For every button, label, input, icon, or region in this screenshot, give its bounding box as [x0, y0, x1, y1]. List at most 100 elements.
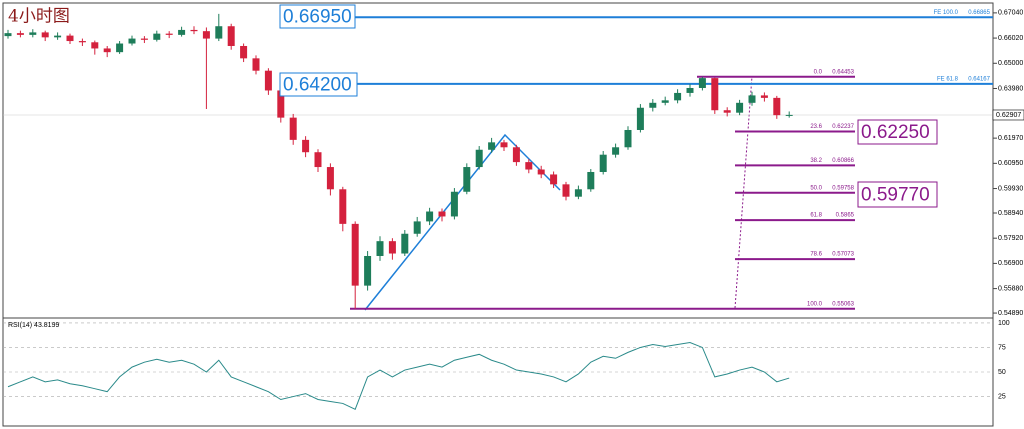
candle-body [227, 26, 235, 46]
fib-ratio: 23.6 [810, 124, 822, 130]
annotation: 0.59770 [861, 185, 930, 206]
fib-ratio: 38.2 [810, 158, 822, 164]
candle-body [562, 184, 570, 197]
y-tick-label: 0.55880 [998, 285, 1023, 292]
candle-body [351, 223, 359, 286]
candle-body [574, 189, 582, 197]
y-tick-label: 100 [998, 320, 1010, 327]
candle-body [277, 90, 285, 118]
candle-body [649, 102, 657, 108]
fib-ratio: 78.6 [810, 252, 822, 258]
fib-value: 0.5865 [836, 213, 855, 219]
y-tick-label: 0.54890 [998, 310, 1023, 317]
candle-body [289, 117, 297, 140]
candle-body [686, 87, 694, 93]
y-tick-label: 0.56900 [998, 260, 1023, 267]
candle-body [413, 221, 421, 234]
candle-body [29, 32, 37, 35]
y-tick-label: 75 [998, 344, 1006, 351]
candle-body [302, 139, 310, 153]
fib-value: 0.59758 [832, 185, 854, 191]
y-tick-label: 50 [998, 369, 1006, 376]
candle-body [426, 211, 434, 222]
fib-value: 0.57073 [832, 252, 854, 258]
annotation-box [857, 181, 938, 208]
annotation: 0.66950 [283, 7, 352, 28]
candle-body [103, 48, 111, 53]
y-tick-label: 0.63980 [998, 85, 1023, 92]
candle-body [78, 41, 86, 43]
candle-body [4, 33, 12, 37]
candle-body [326, 167, 334, 190]
candle-body [736, 102, 744, 113]
candle-body [550, 174, 558, 185]
annotation-box [279, 4, 356, 29]
fe-ratio: FE 100.0 [934, 10, 959, 16]
candle-body [463, 167, 471, 192]
annotation: 0.62250 [861, 122, 930, 143]
current-price-box [992, 109, 1024, 121]
candle-body [674, 92, 682, 101]
fe-value: 0.66865 [968, 10, 990, 16]
candle-body [475, 149, 483, 168]
fib-value: 0.64453 [832, 69, 854, 75]
candle-body [140, 38, 148, 40]
chart-title: 4小时图 [8, 7, 70, 27]
rsi-line [7, 342, 790, 410]
candle-body [91, 42, 99, 49]
candle-body [587, 171, 595, 190]
y-tick-label: 0.58940 [998, 210, 1023, 217]
fib-value: 0.60866 [832, 158, 854, 164]
candle-body [537, 169, 545, 175]
candle-body [698, 78, 706, 88]
candle-body [785, 114, 793, 116]
candle-body [748, 95, 756, 103]
candle-body [41, 32, 49, 38]
candle-body [438, 211, 446, 217]
y-tick-label: 0.65000 [998, 60, 1023, 67]
fib-ratio: 50.0 [810, 185, 822, 191]
candle-body [500, 142, 508, 148]
candle-body [16, 33, 24, 35]
candle-body [264, 70, 272, 91]
candle-body [314, 152, 322, 168]
y-tick-label: 0.66020 [998, 35, 1023, 42]
candle-body [202, 31, 210, 39]
candle-body [612, 147, 620, 155]
candle-body [190, 29, 198, 32]
candle-body [128, 38, 136, 44]
fib-value: 0.55063 [832, 301, 854, 307]
candle-body [364, 255, 372, 286]
fe-ratio: FE 61.8 [937, 76, 959, 82]
candle-body [636, 107, 644, 130]
y-tick-label: 0.57920 [998, 235, 1023, 242]
candle-body [661, 100, 669, 103]
candle-body [773, 97, 781, 116]
candle-body [178, 29, 186, 35]
candle-body [450, 191, 458, 217]
fib-ratio: 61.8 [810, 213, 822, 219]
candle-body [66, 35, 74, 42]
candle-body [240, 45, 248, 59]
rsi-title: RSI(14) 43.8199 [8, 322, 59, 329]
candle-body [711, 78, 719, 111]
candle-body [388, 241, 396, 254]
fib-ratio: 0.0 [814, 69, 823, 75]
candle-body [153, 33, 161, 40]
annotation: 0.64200 [283, 75, 352, 96]
candle-body [339, 189, 347, 224]
y-tick-label: 0.67040 [998, 10, 1023, 17]
zigzag-trendline [364, 133, 561, 311]
candle-body [376, 241, 384, 256]
candle-body [723, 110, 731, 113]
fib-value: 0.62237 [832, 124, 854, 130]
candle-body [512, 147, 520, 163]
candle-body [252, 58, 260, 71]
y-tick-label: 0.59930 [998, 185, 1023, 192]
candle-body [401, 233, 409, 254]
y-tick-label: 0.60950 [998, 160, 1023, 167]
candle-body [116, 43, 124, 53]
candle-body [488, 142, 496, 150]
